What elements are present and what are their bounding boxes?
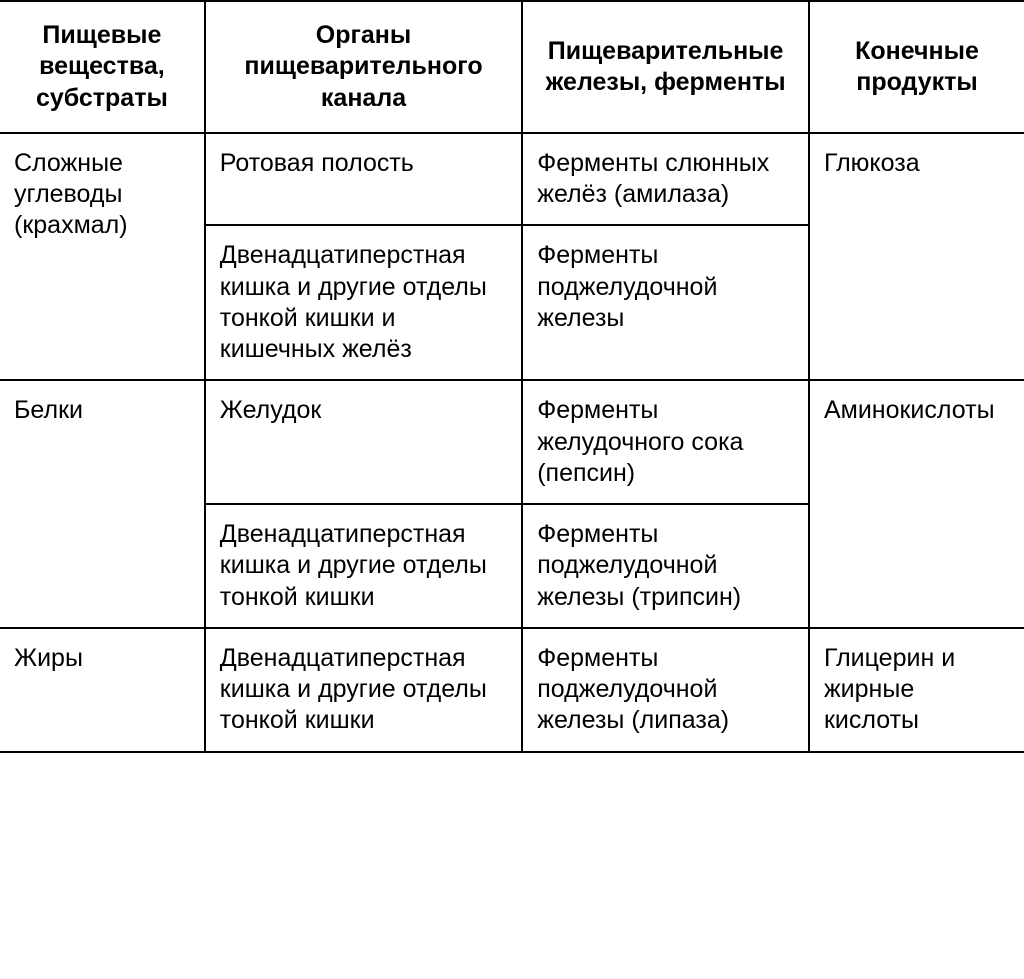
col-header-organs: Органы пищеварительного канала (205, 1, 522, 133)
cell-enzyme: Ферменты слюнных желёз (амилаза) (522, 133, 809, 226)
table-header-row: Пищевые вещества, субстраты Органы пищев… (0, 1, 1024, 133)
col-header-products: Конечные продукты (809, 1, 1024, 133)
cell-organ: Желудок (205, 380, 522, 504)
cell-organ: Двенадцатиперстная кишка и другие отделы… (205, 628, 522, 752)
table-row: Белки Желудок Ферменты желудочного сока … (0, 380, 1024, 504)
col-header-substrate: Пищевые вещества, субстраты (0, 1, 205, 133)
cell-substrate: Белки (0, 380, 205, 628)
cell-organ: Двенадцатиперстная кишка и другие отделы… (205, 504, 522, 628)
cell-substrate: Сложные углеводы (крахмал) (0, 133, 205, 381)
cell-organ: Двенадцатиперстная кишка и другие отделы… (205, 225, 522, 380)
cell-enzyme: Ферменты желудочного сока (пепсин) (522, 380, 809, 504)
cell-enzyme: Ферменты поджелудочной железы (трипсин) (522, 504, 809, 628)
digestion-table: Пищевые вещества, субстраты Органы пищев… (0, 0, 1024, 753)
cell-enzyme: Ферменты поджелудочной железы (липаза) (522, 628, 809, 752)
cell-product: Глюкоза (809, 133, 1024, 381)
cell-enzyme: Ферменты поджелудочной железы (522, 225, 809, 380)
cell-product: Глицерин и жирные кислоты (809, 628, 1024, 752)
col-header-enzymes: Пищеварительные железы, ферменты (522, 1, 809, 133)
cell-product: Аминокислоты (809, 380, 1024, 628)
cell-organ: Ротовая полость (205, 133, 522, 226)
cell-substrate: Жиры (0, 628, 205, 752)
table-row: Жиры Двенадцатиперстная кишка и другие о… (0, 628, 1024, 752)
table-row: Сложные углеводы (крахмал) Ротовая полос… (0, 133, 1024, 226)
